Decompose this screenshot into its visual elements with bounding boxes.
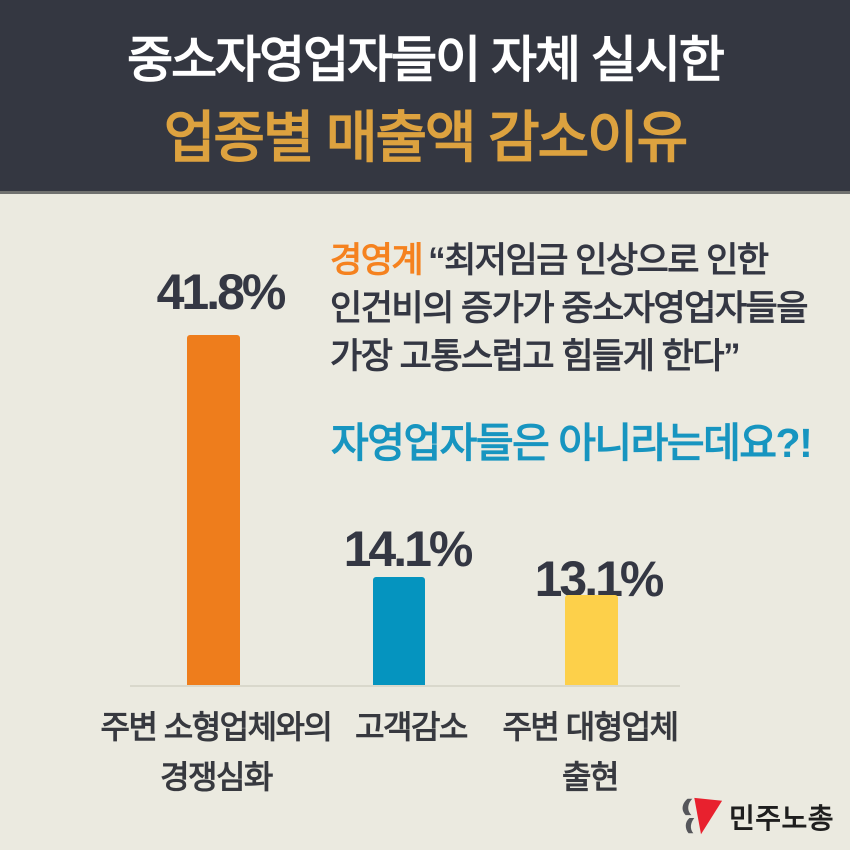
quote-line-1: 경영계 “최저임금 인상으로 인한 [330,237,850,285]
bar-competition [187,335,240,686]
category-label-2-line-1: 고객감소 [355,709,468,745]
category-label-2: 고객감소 [271,702,551,752]
flag-icon [678,797,724,837]
chart-baseline [130,685,680,687]
page-title: 업종별 매출액 감소이유 [163,106,688,169]
quote-speaker: 경영계 [330,241,424,280]
logo-wordmark: 민주노총 [728,803,834,834]
category-label-3-line-2: 출현 [562,759,619,795]
value-label-2: 14.1% [343,521,474,577]
bar-large-business [565,595,618,686]
quote-block: 경영계 “최저임금 인상으로 인한 인건비의 증가가 중소자영업자들을 가장 고통… [330,237,850,381]
value-label-1: 41.8% [156,264,287,320]
category-label-1-line-2: 경쟁심화 [160,759,273,795]
category-label-3: 주변 대형업체 출현 [450,702,730,802]
quote-text-1: “최저임금 인상으로 인한 [428,241,769,280]
page-subtitle: 중소자영업자들이 자체 실시한 [127,32,725,88]
response-callout: 자영업자들은 아니라는데요?! [331,420,813,466]
quote-line-2: 인건비의 증가가 중소자영업자들을 [330,289,808,328]
category-label-3-line-1: 주변 대형업체 [502,709,679,745]
header-banner: 중소자영업자들이 자체 실시한 업종별 매출액 감소이유 [0,0,850,194]
quote-line-3: 가장 고통스럽고 힘들게 한다” [330,337,741,376]
kctu-logo: 민주노총 [678,797,834,837]
bar-customer-decrease [373,577,425,686]
category-label-1-line-1: 주변 소형업체와의 [100,709,333,745]
category-label-1: 주변 소형업체와의 경쟁심화 [76,702,356,802]
